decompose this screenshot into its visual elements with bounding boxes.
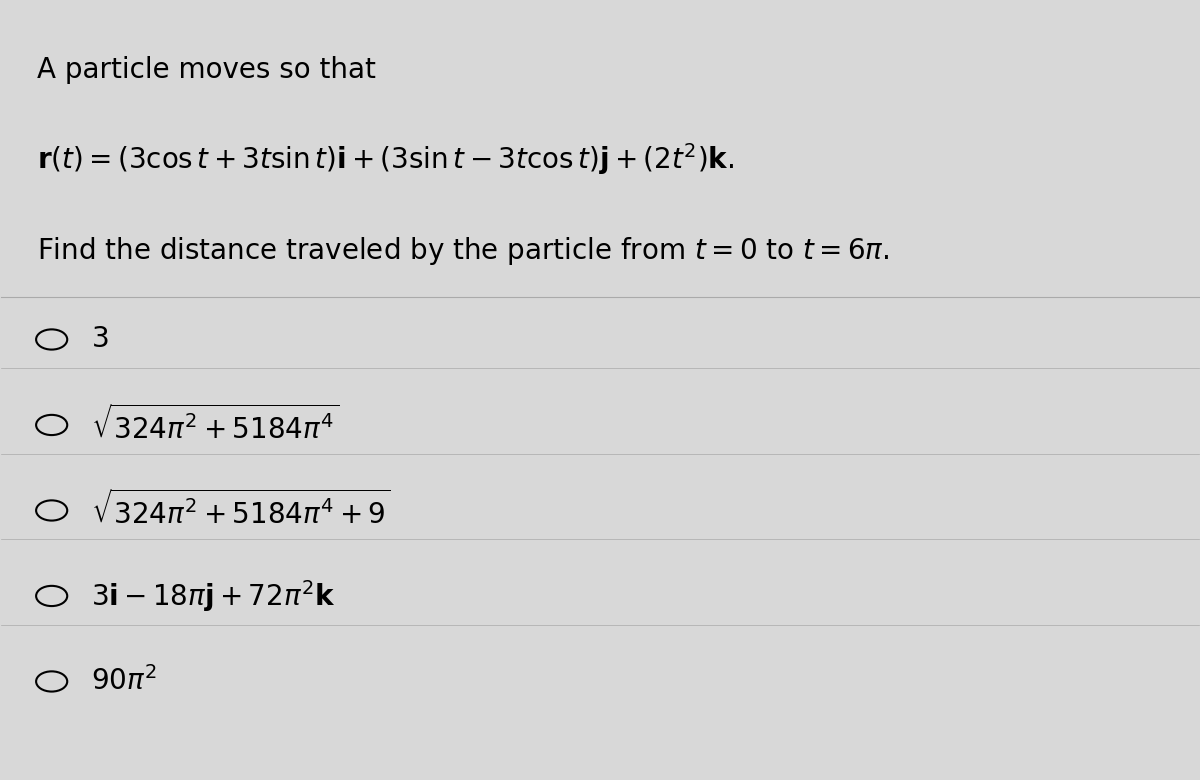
Text: $90\pi^2$: $90\pi^2$ [91, 666, 157, 697]
Text: Find the distance traveled by the particle from $t = 0$ to $t = 6\pi$.: Find the distance traveled by the partic… [37, 235, 889, 267]
Text: $\sqrt{324\pi^2 + 5184\pi^4}$: $\sqrt{324\pi^2 + 5184\pi^4}$ [91, 405, 340, 445]
Text: $3$: $3$ [91, 325, 109, 353]
Text: $\mathbf{r}(t) = (3\cos t + 3t\sin t)\mathbf{i} + (3\sin t - 3t\cos t)\mathbf{j}: $\mathbf{r}(t) = (3\cos t + 3t\sin t)\ma… [37, 141, 734, 177]
Text: A particle moves so that: A particle moves so that [37, 56, 376, 83]
Text: $3\mathbf{i} - 18\pi\mathbf{j} + 72\pi^2\mathbf{k}$: $3\mathbf{i} - 18\pi\mathbf{j} + 72\pi^2… [91, 578, 336, 614]
Text: $\sqrt{324\pi^2 + 5184\pi^4 + 9}$: $\sqrt{324\pi^2 + 5184\pi^4 + 9}$ [91, 491, 391, 530]
